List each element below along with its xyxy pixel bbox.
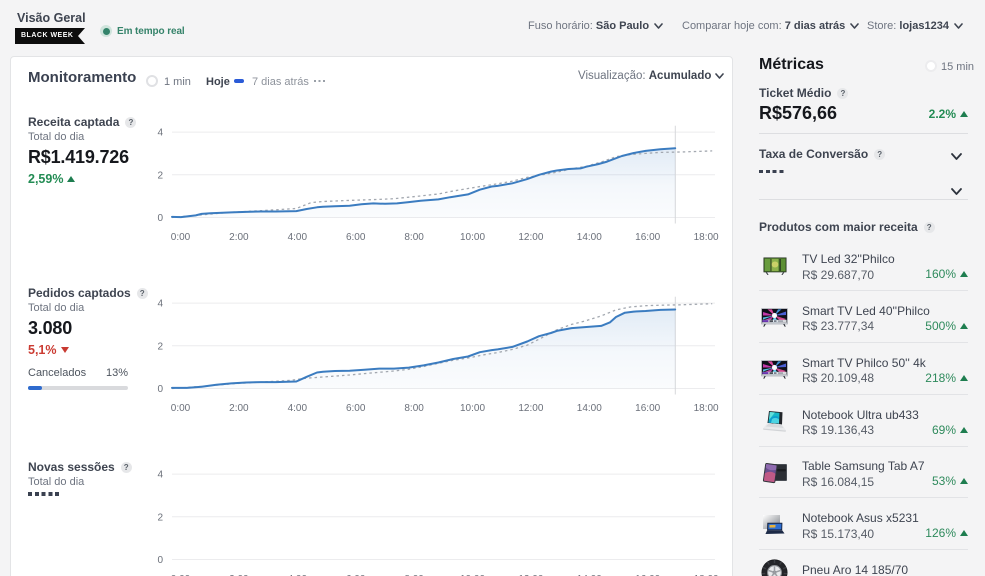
svg-text:4:00: 4:00 <box>288 403 308 414</box>
svg-text:8:00: 8:00 <box>404 574 424 576</box>
svg-text:4: 4 <box>157 128 163 139</box>
svg-text:6:00: 6:00 <box>346 574 366 576</box>
svg-text:2: 2 <box>157 170 163 181</box>
svg-text:10:00: 10:00 <box>460 232 485 243</box>
svg-text:8:00: 8:00 <box>404 232 424 243</box>
svg-text:2: 2 <box>157 512 163 523</box>
svg-text:4:00: 4:00 <box>288 232 308 243</box>
svg-text:8:00: 8:00 <box>404 403 424 414</box>
svg-text:12:00: 12:00 <box>518 232 543 243</box>
svg-text:14:00: 14:00 <box>577 232 602 243</box>
svg-text:14:00: 14:00 <box>577 403 602 414</box>
svg-text:6:00: 6:00 <box>346 403 366 414</box>
svg-text:4: 4 <box>157 470 163 481</box>
svg-text:12:00: 12:00 <box>518 574 543 576</box>
svg-text:10:00: 10:00 <box>460 403 485 414</box>
svg-text:2:00: 2:00 <box>229 574 249 576</box>
svg-text:0: 0 <box>157 384 163 395</box>
svg-text:16:00: 16:00 <box>635 232 660 243</box>
svg-text:4:00: 4:00 <box>288 574 308 576</box>
svg-text:10:00: 10:00 <box>460 574 485 576</box>
svg-text:14:00: 14:00 <box>577 574 602 576</box>
svg-text:2:00: 2:00 <box>229 403 249 414</box>
svg-text:2: 2 <box>157 341 163 352</box>
svg-text:6:00: 6:00 <box>346 232 366 243</box>
svg-text:16:00: 16:00 <box>635 574 660 576</box>
svg-text:18:00: 18:00 <box>694 232 719 243</box>
svg-text:12:00: 12:00 <box>518 403 543 414</box>
svg-text:0:00: 0:00 <box>171 232 191 243</box>
svg-text:16:00: 16:00 <box>635 403 660 414</box>
svg-text:0: 0 <box>157 555 163 566</box>
svg-text:18:00: 18:00 <box>694 403 719 414</box>
svg-text:2:00: 2:00 <box>229 232 249 243</box>
svg-text:0: 0 <box>157 213 163 224</box>
svg-text:18:00: 18:00 <box>694 574 719 576</box>
svg-text:0:00: 0:00 <box>171 574 191 576</box>
svg-text:4: 4 <box>157 299 163 310</box>
svg-text:0:00: 0:00 <box>171 403 191 414</box>
